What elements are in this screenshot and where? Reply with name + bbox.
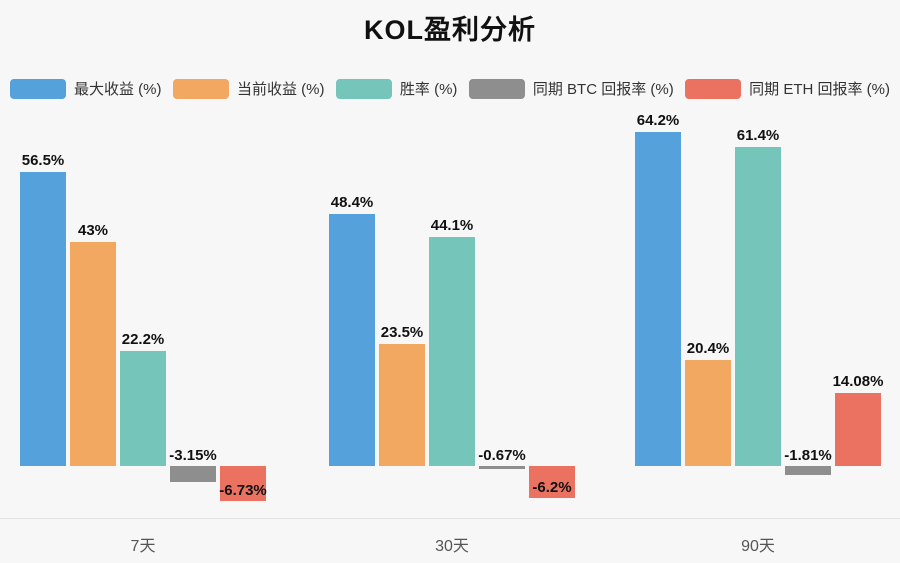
legend: 最大收益 (%) 当前收益 (%) 胜率 (%) 同期 BTC 回报率 (%) 同期 E… [10, 78, 890, 99]
bar-current-return-7d[interactable] [70, 242, 116, 466]
legend-label: 同期 BTC 回报率 (%) [532, 81, 674, 98]
chart-title: KOL盈利分析 [364, 15, 536, 45]
bar-current-return-30d[interactable] [379, 343, 425, 466]
bar-value-label-win-rate-30d: 44.1% [430, 216, 474, 234]
bar-value-label-current-return-7d: 43% [77, 222, 109, 240]
bar-win-rate-90d[interactable] [735, 146, 781, 466]
bar-win-rate-30d[interactable] [429, 236, 475, 466]
x-axis-line [0, 518, 900, 519]
legend-swatch-icon [335, 78, 392, 99]
x-axis-label-30d: 30天 [435, 538, 469, 555]
legend-item-win-rate[interactable]: 胜率 (%) [335, 78, 458, 99]
bar-eth-return-90d[interactable] [835, 392, 881, 466]
bar-btc-return-30d[interactable] [479, 466, 525, 470]
bar-value-label-current-return-30d: 23.5% [380, 323, 424, 341]
bar-value-label-btc-return-90d: -1.81% [784, 447, 832, 464]
legend-label: 胜率 (%) [399, 81, 458, 98]
legend-item-current-return[interactable]: 当前收益 (%) [172, 78, 325, 99]
bar-value-label-btc-return-30d: -0.67% [478, 447, 526, 464]
legend-swatch-icon [10, 78, 66, 99]
legend-swatch-icon [468, 78, 525, 99]
x-axis-label-90d: 90天 [741, 538, 775, 555]
bar-value-label-max-return-90d: 64.2% [636, 112, 680, 130]
legend-item-btc-return[interactable]: 同期 BTC 回报率 (%) [468, 78, 674, 99]
bar-eth-return-7d[interactable] [220, 466, 266, 501]
bar-max-return-90d[interactable] [635, 132, 681, 466]
bar-eth-return-30d[interactable] [529, 466, 575, 499]
bar-btc-return-7d[interactable] [170, 466, 216, 483]
bar-win-rate-7d[interactable] [120, 350, 166, 466]
bar-value-label-eth-return-30d: -6.2% [532, 479, 572, 497]
legend-swatch-icon [685, 78, 742, 99]
bar-value-label-eth-return-90d: 14.08% [832, 372, 884, 390]
bar-value-label-win-rate-7d: 22.2% [121, 330, 165, 348]
bar-max-return-7d[interactable] [20, 172, 66, 466]
legend-swatch-icon [172, 78, 229, 99]
legend-label: 最大收益 (%) [74, 81, 162, 98]
bar-value-label-eth-return-7d: -6.73% [219, 481, 267, 499]
bar-value-label-btc-return-7d: -3.15% [169, 447, 217, 464]
bar-current-return-90d[interactable] [685, 359, 731, 466]
x-axis-label-7d: 7天 [130, 538, 156, 555]
bar-value-label-max-return-7d: 56.5% [21, 152, 65, 170]
legend-label: 同期 ETH 回报率 (%) [749, 81, 890, 98]
bar-max-return-30d[interactable] [329, 214, 375, 466]
legend-item-eth-return[interactable]: 同期 ETH 回报率 (%) [685, 78, 890, 99]
legend-item-max-return[interactable]: 最大收益 (%) [10, 78, 162, 99]
bar-btc-return-90d[interactable] [785, 466, 831, 476]
legend-label: 当前收益 (%) [236, 81, 325, 98]
bar-value-label-max-return-30d: 48.4% [330, 194, 374, 212]
bar-value-label-current-return-90d: 20.4% [686, 339, 730, 357]
bar-value-label-win-rate-90d: 61.4% [736, 126, 780, 144]
